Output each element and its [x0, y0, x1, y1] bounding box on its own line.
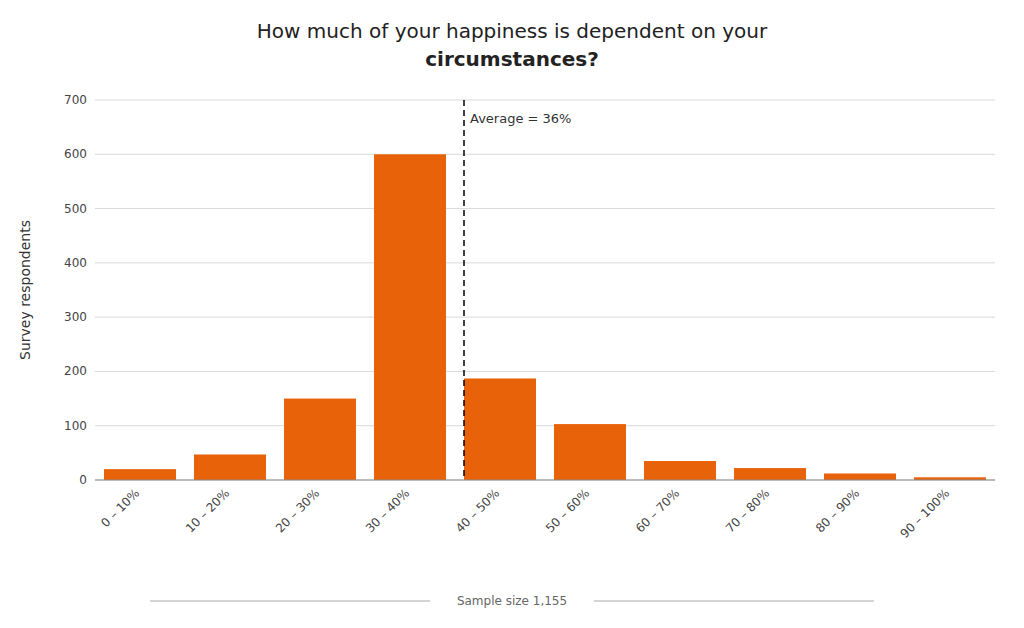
- y-tick-label: 200: [64, 364, 87, 378]
- x-tick-label: 90 – 100%: [898, 486, 953, 541]
- bar: [284, 399, 356, 480]
- average-line: [463, 100, 465, 480]
- x-tick-label: 40 – 50%: [453, 486, 502, 535]
- y-tick-label: 300: [64, 310, 87, 324]
- bar: [464, 378, 536, 480]
- y-tick-label: 400: [64, 256, 87, 270]
- grid-line: [95, 154, 995, 155]
- x-tick-label: 20 – 30%: [273, 486, 322, 535]
- y-tick-label: 0: [79, 473, 87, 487]
- x-tick-label: 0 – 10%: [98, 486, 142, 530]
- footer: Sample size 1,155: [457, 594, 567, 608]
- x-tick-label: 70 – 80%: [723, 486, 772, 535]
- x-tick-label: 10 – 20%: [183, 486, 232, 535]
- grid-line: [95, 371, 995, 372]
- y-tick-label: 500: [64, 202, 87, 216]
- chart: How much of your happiness is dependent …: [0, 0, 1024, 628]
- footer-rule: [594, 601, 874, 602]
- grid-line: [95, 208, 995, 209]
- grid-line: [95, 425, 995, 426]
- x-tick-label: 50 – 60%: [543, 486, 592, 535]
- title: How much of your happiness is dependent …: [257, 19, 768, 43]
- grid-line: [95, 480, 995, 481]
- annotation: Average = 36%: [470, 111, 571, 126]
- bar: [194, 454, 266, 480]
- x-tick-label: 30 – 40%: [363, 486, 412, 535]
- grid-line: [95, 317, 995, 318]
- grid-line: [95, 262, 995, 263]
- x-axis-line: [95, 480, 995, 481]
- y-axis-label: Survey respondents: [17, 220, 33, 360]
- grid: [95, 100, 995, 480]
- y-tick-label: 700: [64, 93, 87, 107]
- x-tick-label: 80 – 90%: [813, 486, 862, 535]
- bar: [374, 154, 446, 480]
- bar: [554, 424, 626, 480]
- y-tick-label: 100: [64, 419, 87, 433]
- marks: [104, 100, 986, 480]
- bar: [734, 468, 806, 480]
- bar: [104, 469, 176, 480]
- bar: [644, 461, 716, 480]
- y-tick-label: 600: [64, 147, 87, 161]
- bar: [824, 473, 896, 480]
- subtitle: circumstances?: [425, 47, 599, 71]
- grid-line: [95, 100, 995, 101]
- x-tick-label: 60 – 70%: [633, 486, 682, 535]
- footer-rule: [150, 601, 430, 602]
